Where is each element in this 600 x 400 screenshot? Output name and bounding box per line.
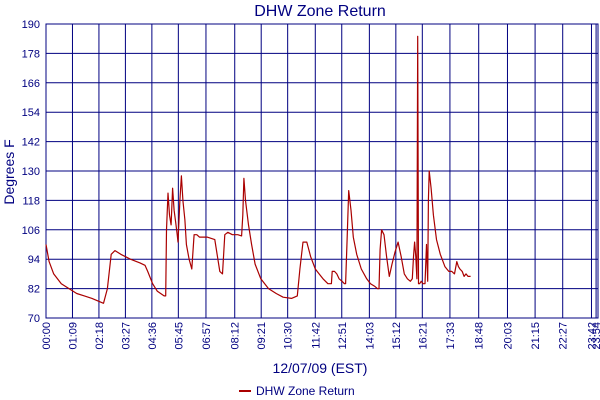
x-tick-label: 02:18 — [94, 322, 106, 350]
x-tick-label: 20:03 — [502, 322, 514, 350]
x-tick-label: 15:12 — [391, 322, 403, 350]
y-tick-label: 94 — [28, 254, 40, 266]
x-tick-label: 01:09 — [67, 322, 79, 350]
y-tick-label: 190 — [22, 19, 40, 31]
y-tick-label: 166 — [22, 78, 40, 90]
y-tick-label: 82 — [28, 284, 40, 296]
x-tick-label: 06:57 — [201, 322, 213, 350]
y-tick-labels: 70 82 94 106 118 130 142 154 166 178 190 — [22, 19, 40, 325]
x-tick-label: 16:21 — [417, 322, 429, 350]
x-tick-label: 12:51 — [337, 322, 349, 350]
x-tick-label: 22:27 — [558, 322, 570, 350]
x-tick-label: 05:45 — [173, 322, 185, 350]
x-tick-label: 11:42 — [310, 322, 322, 349]
y-axis-label: Degrees F — [1, 139, 17, 204]
x-tick-label: 08:12 — [230, 322, 242, 350]
x-tick-label: 17:33 — [445, 322, 457, 350]
plot-border — [45, 23, 599, 319]
x-tick-label: 10:30 — [283, 322, 295, 350]
x-tick-label: 04:36 — [147, 322, 159, 350]
y-tick-label: 142 — [22, 137, 40, 149]
y-tick-label: 70 — [28, 313, 40, 325]
chart-title: DHW Zone Return — [254, 3, 386, 20]
x-axis-label: 12/07/09 (EST) — [273, 360, 368, 376]
y-tick-label: 130 — [22, 166, 40, 178]
legend: DHW Zone Return — [239, 384, 355, 398]
x-tick-label: 14:03 — [364, 322, 376, 350]
x-tick-label: 03:27 — [120, 322, 132, 350]
series-layer — [45, 35, 471, 304]
plot-frame — [45, 23, 599, 319]
x-tick-label: 09:21 — [256, 322, 268, 350]
gridlines — [45, 23, 598, 319]
y-tick-label: 154 — [22, 107, 40, 119]
x-tick-labels: 00:00 01:09 02:18 03:27 04:36 05:45 06:57 08:12… — [41, 322, 600, 350]
y-tick-label: 118 — [22, 195, 40, 207]
y-tick-label: 178 — [22, 48, 40, 60]
x-tick-label: 23:54 — [591, 322, 600, 350]
x-tick-label: 00:00 — [41, 322, 53, 350]
series-line — [45, 35, 471, 304]
x-tick-label: 23:42 — [586, 322, 598, 350]
x-tick-label: 21:15 — [530, 322, 542, 350]
y-tick-label: 106 — [22, 225, 40, 237]
x-tick-label: 18:48 — [474, 322, 486, 350]
legend-label: DHW Zone Return — [256, 384, 355, 398]
